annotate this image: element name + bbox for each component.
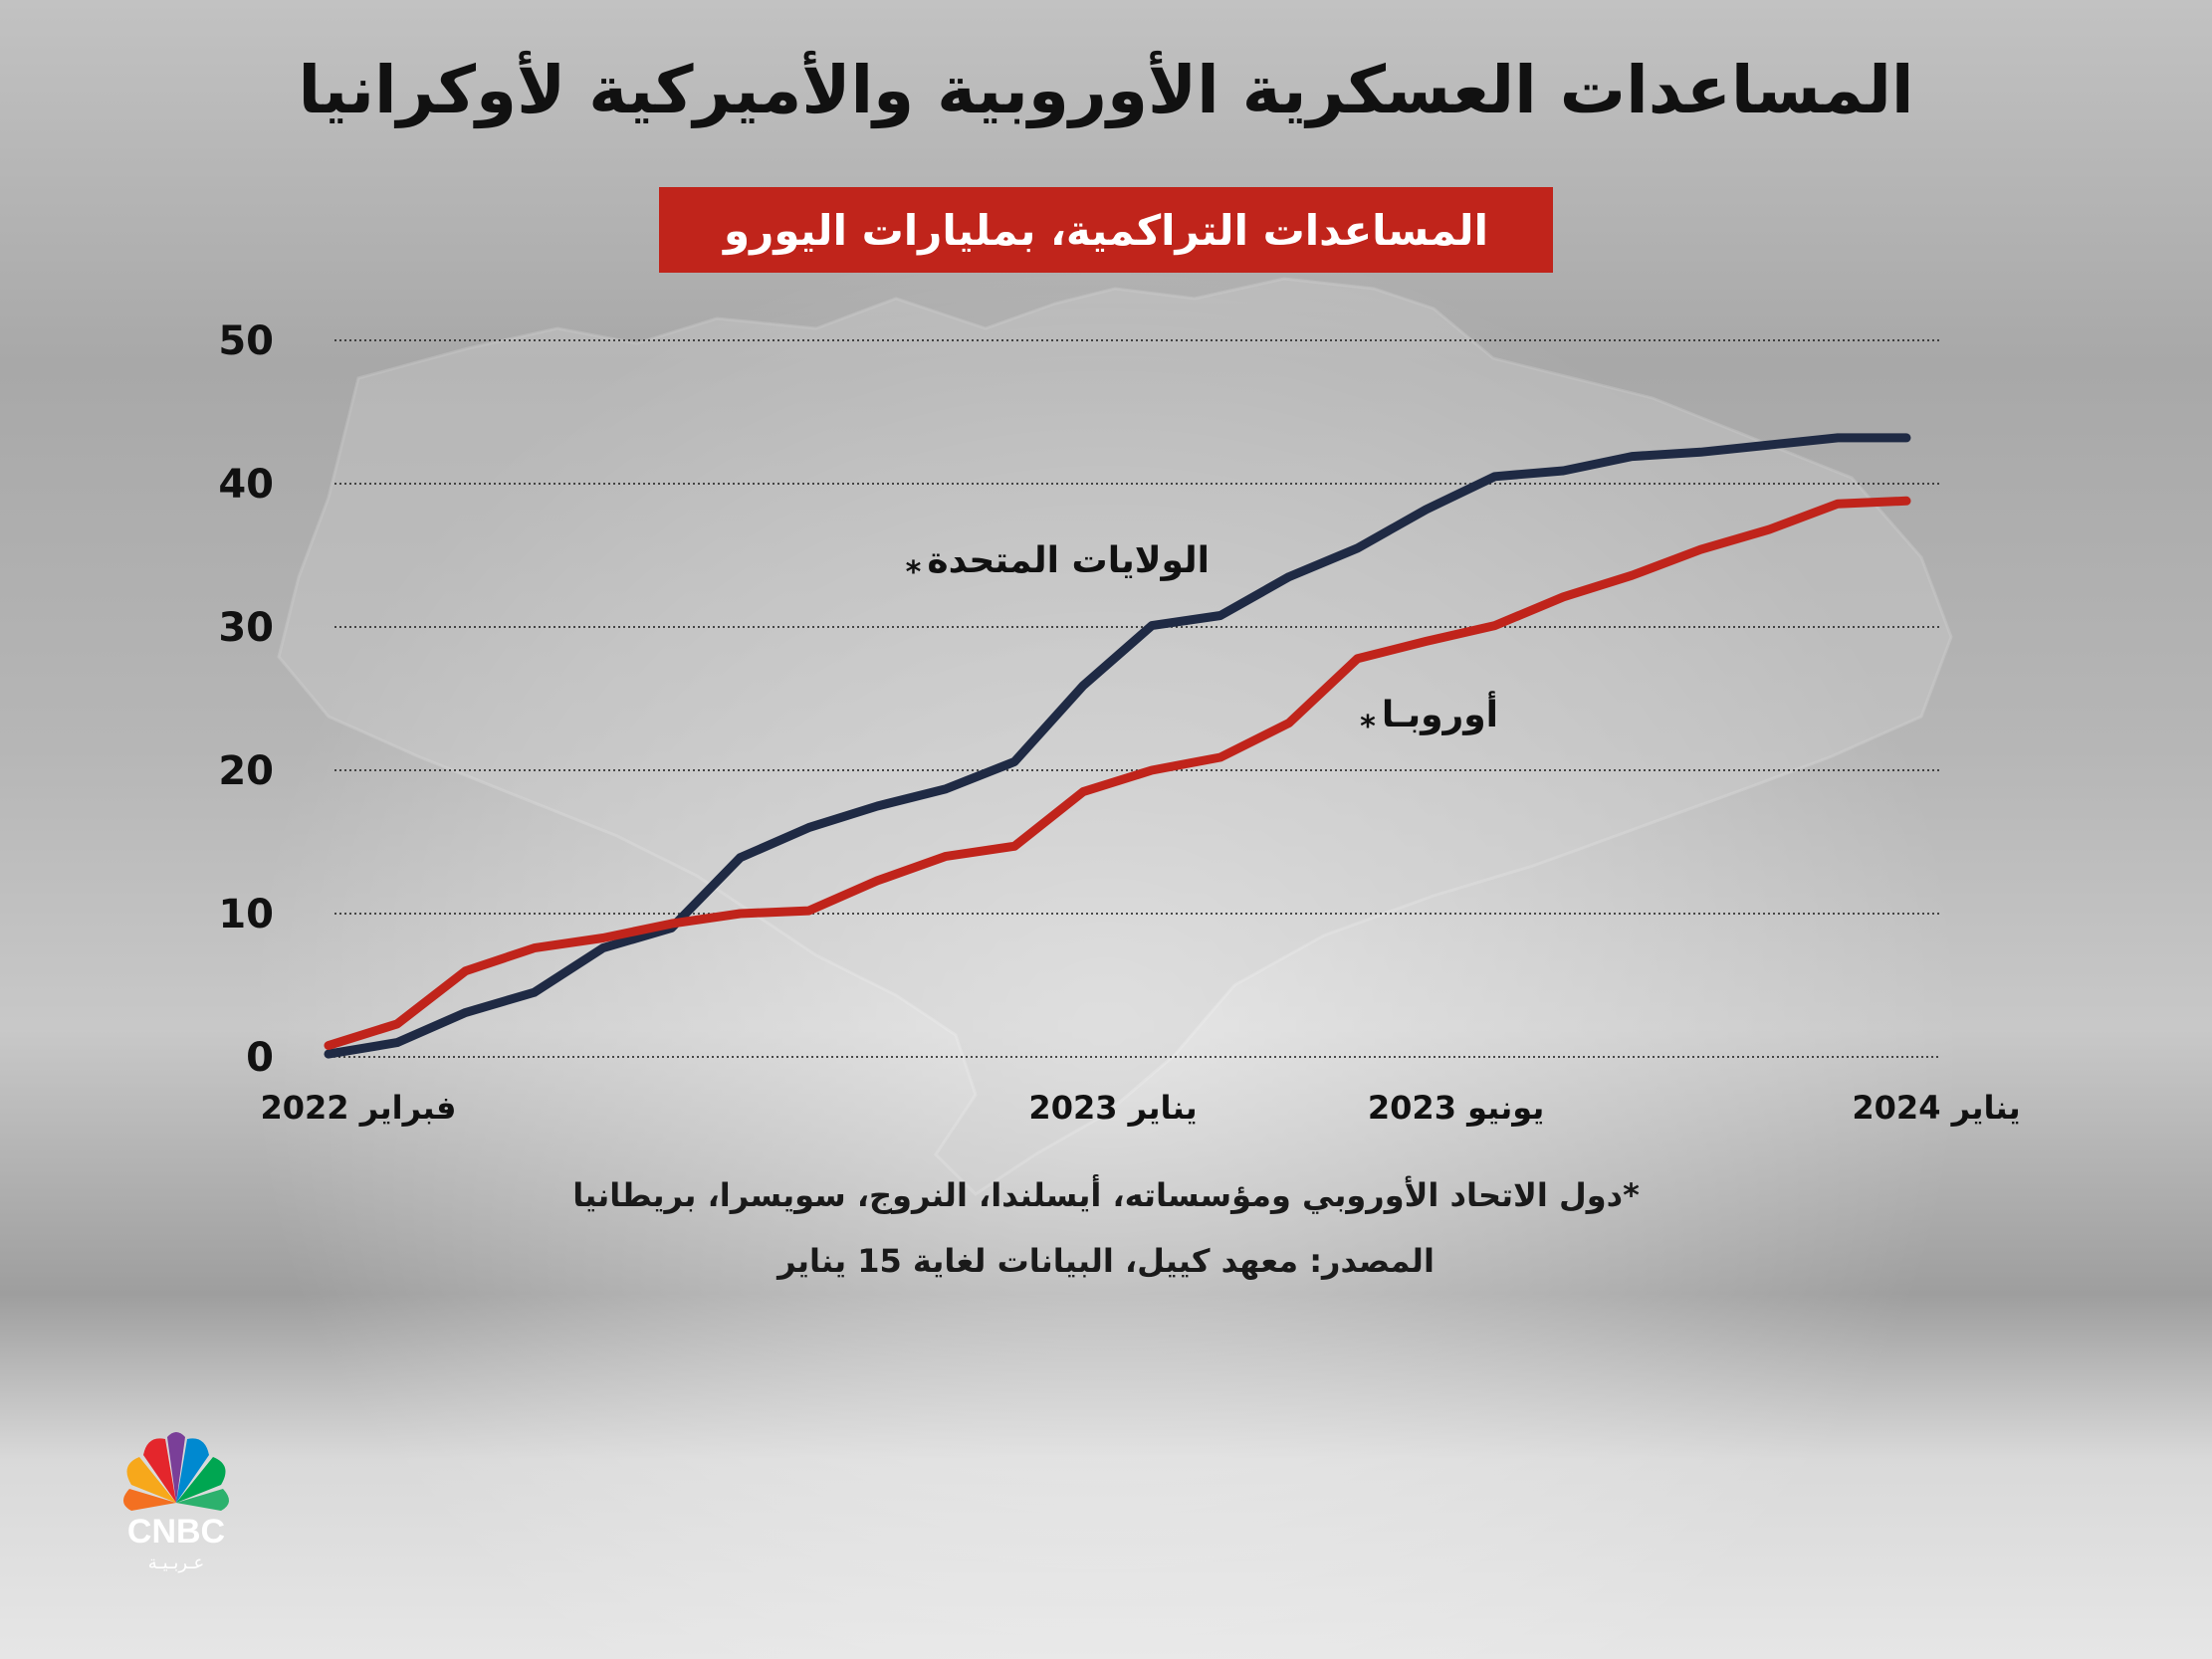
chart-title: المساعدات العسكرية الأوروبية والأميركية … xyxy=(298,52,1914,128)
footnote: *دول الاتحاد الأوروبي ومؤسساته، أيسلندا،… xyxy=(572,1176,1640,1214)
series-line xyxy=(324,496,1911,1050)
series-label: الولايات المتحدة xyxy=(927,540,1210,581)
x-tick-label: يونيو 2023 xyxy=(1368,1089,1544,1127)
y-tick-label: 40 xyxy=(218,462,274,508)
y-tick-label: 30 xyxy=(218,605,274,651)
series-line xyxy=(324,433,1911,1059)
x-tick-label: فبراير 2022 xyxy=(260,1089,456,1127)
y-tick-label: 50 xyxy=(218,318,274,364)
y-tick-label: 0 xyxy=(246,1035,274,1081)
y-tick-label: 20 xyxy=(218,748,274,794)
source-note: المصدر: معهد كييل، البيانات لغاية 15 ينا… xyxy=(777,1242,1435,1280)
subtitle-banner: المساعدات التراكمية، بمليارات اليورو xyxy=(659,187,1553,273)
x-tick-label: يناير 2023 xyxy=(1028,1089,1197,1127)
y-tick-label: 10 xyxy=(218,892,274,937)
series-label-marker: * xyxy=(1360,710,1376,744)
logo-text: CNBC xyxy=(127,1513,225,1551)
logo-subtext: عـربـيـة xyxy=(148,1553,205,1573)
x-tick-label: يناير 2024 xyxy=(1852,1089,2020,1127)
series-label: أوروبـا xyxy=(1382,691,1498,735)
peacock-icon xyxy=(122,1432,230,1511)
chart-subtitle: المساعدات التراكمية، بمليارات اليورو xyxy=(724,205,1488,255)
cnbc-logo: CNBC عـربـيـة xyxy=(122,1432,230,1573)
series-label-marker: * xyxy=(906,555,922,590)
